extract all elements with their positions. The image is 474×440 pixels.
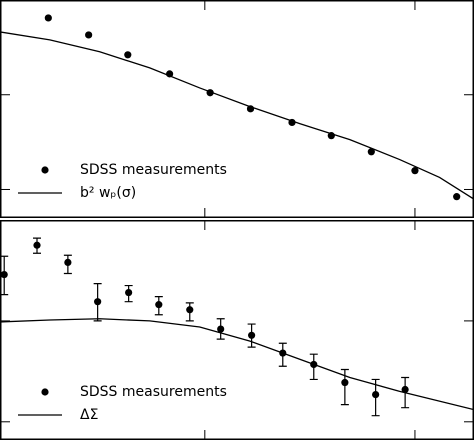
legend-marker bbox=[41, 166, 49, 174]
data-point bbox=[64, 258, 72, 266]
model-line bbox=[0, 318, 474, 411]
data-point bbox=[85, 31, 93, 39]
data-point bbox=[0, 270, 8, 279]
data-point bbox=[44, 14, 52, 22]
panel-frame bbox=[0, 220, 474, 440]
model-line bbox=[0, 31, 474, 200]
data-point bbox=[453, 193, 461, 201]
data-point bbox=[341, 378, 349, 387]
data-point bbox=[186, 306, 194, 314]
panel-frame bbox=[0, 0, 474, 218]
legend-label: SDSS measurements bbox=[80, 384, 227, 400]
data-point bbox=[217, 325, 225, 333]
data-point bbox=[401, 385, 409, 394]
data-point bbox=[248, 331, 256, 339]
legend-label: ΔΣ bbox=[80, 407, 98, 423]
data-point bbox=[367, 148, 375, 156]
data-point bbox=[155, 301, 163, 309]
data-point bbox=[125, 288, 133, 297]
legend-label: SDSS measurements bbox=[80, 162, 227, 178]
data-point bbox=[33, 241, 41, 249]
legend-marker bbox=[41, 388, 49, 396]
data-point bbox=[372, 390, 380, 399]
data-point bbox=[124, 51, 132, 59]
data-point bbox=[94, 298, 102, 306]
data-point bbox=[411, 167, 419, 175]
legend-label: b² wₚ(σ) bbox=[80, 185, 136, 201]
